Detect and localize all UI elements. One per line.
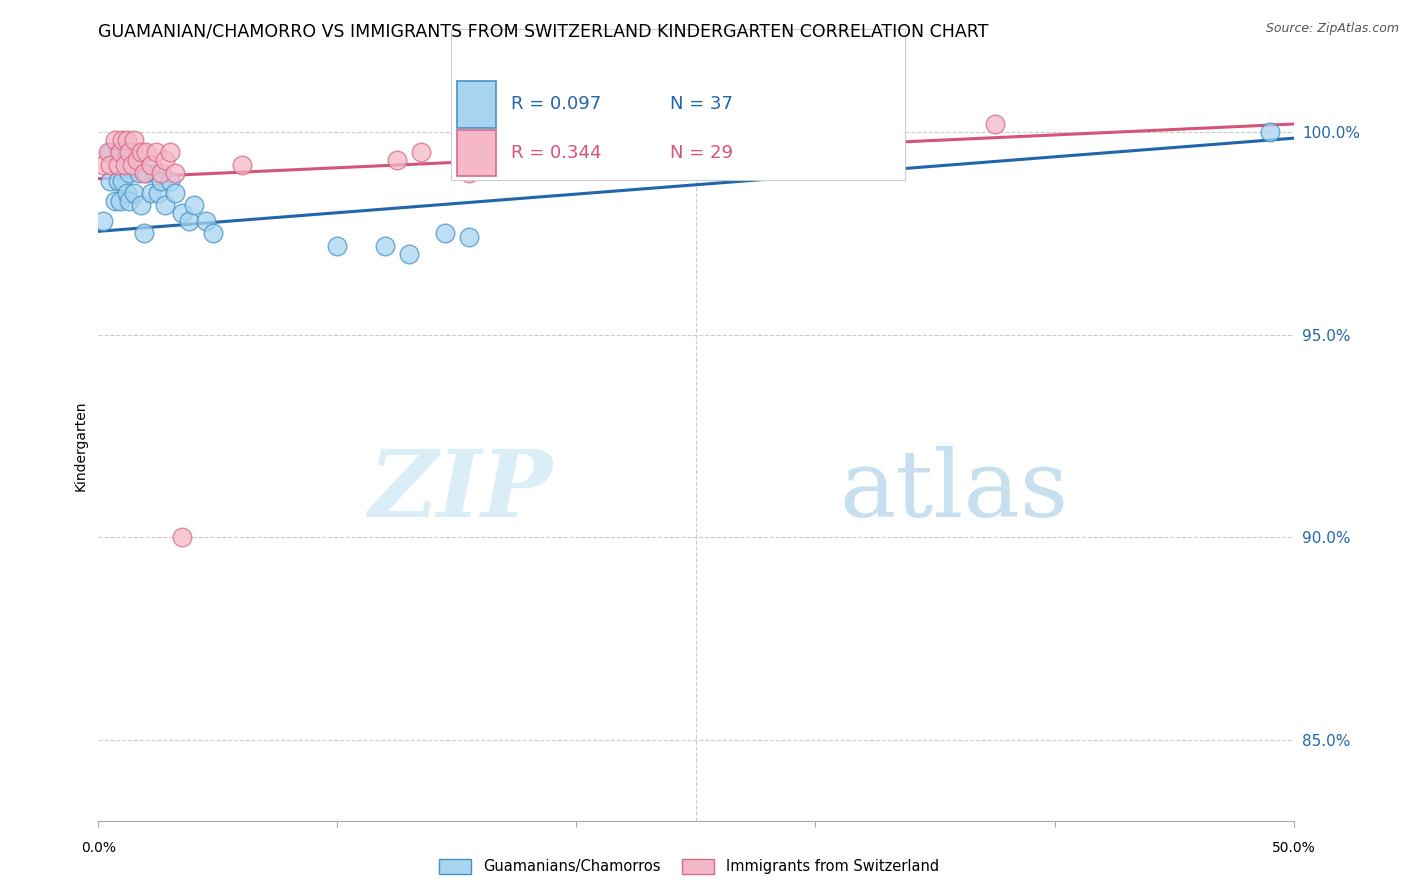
Point: [132, 227, 155, 241]
Point: [163, 166, 186, 180]
Point: [411, 145, 433, 160]
Point: [1258, 125, 1281, 139]
Bar: [457, 130, 496, 177]
Point: [91, 157, 114, 171]
Point: [433, 227, 456, 241]
Point: [107, 145, 129, 160]
Point: [159, 145, 181, 160]
Point: [107, 157, 129, 171]
Text: ZIP: ZIP: [368, 446, 553, 536]
Bar: [457, 81, 496, 128]
Point: [145, 145, 167, 160]
Point: [149, 166, 172, 180]
Point: [107, 174, 129, 188]
Point: [108, 194, 131, 208]
Point: [115, 133, 138, 147]
Point: [145, 166, 167, 180]
Text: R = 0.344: R = 0.344: [510, 144, 602, 162]
Point: [111, 174, 134, 188]
Point: [131, 198, 153, 212]
Point: [131, 145, 153, 160]
Point: [172, 206, 194, 220]
Point: [124, 133, 146, 147]
Point: [231, 157, 253, 171]
Point: [159, 174, 181, 188]
Point: [163, 186, 186, 200]
Point: [98, 145, 122, 160]
Text: GUAMANIAN/CHAMORRO VS IMMIGRANTS FROM SWITZERLAND KINDERGARTEN CORRELATION CHART: GUAMANIAN/CHAMORRO VS IMMIGRANTS FROM SW…: [98, 22, 988, 40]
Text: 0.0%: 0.0%: [82, 841, 115, 855]
Text: N = 37: N = 37: [669, 95, 733, 113]
Point: [108, 145, 131, 160]
Point: [149, 174, 172, 188]
Point: [98, 174, 122, 188]
Point: [385, 153, 409, 168]
Point: [104, 133, 127, 147]
Point: [374, 238, 396, 252]
Text: N = 29: N = 29: [669, 144, 733, 162]
Point: [118, 145, 141, 160]
Point: [828, 153, 851, 168]
Text: 50.0%: 50.0%: [1271, 841, 1316, 855]
Point: [139, 157, 162, 171]
Point: [128, 166, 150, 180]
Point: [121, 157, 143, 171]
Point: [115, 186, 138, 200]
Point: [172, 530, 194, 544]
Point: [97, 145, 120, 160]
Point: [104, 194, 127, 208]
Point: [124, 145, 146, 160]
Point: [124, 186, 146, 200]
Text: atlas: atlas: [839, 446, 1069, 536]
Point: [135, 145, 157, 160]
Point: [114, 157, 136, 171]
Point: [118, 166, 141, 180]
Text: Source: ZipAtlas.com: Source: ZipAtlas.com: [1265, 22, 1399, 36]
Point: [155, 153, 177, 168]
Y-axis label: Kindergarten: Kindergarten: [73, 401, 87, 491]
Point: [458, 230, 481, 244]
Point: [98, 157, 122, 171]
Point: [115, 145, 138, 160]
Point: [155, 198, 177, 212]
Point: [125, 153, 148, 168]
Point: [183, 198, 205, 212]
Point: [179, 214, 201, 228]
Point: [135, 166, 157, 180]
Point: [326, 238, 349, 252]
Bar: [451, 29, 905, 180]
Point: [194, 214, 218, 228]
Point: [118, 194, 141, 208]
Point: [148, 186, 170, 200]
Point: [202, 227, 225, 241]
Point: [984, 117, 1007, 131]
Point: [111, 145, 134, 160]
Text: R = 0.097: R = 0.097: [510, 95, 600, 113]
Point: [139, 186, 162, 200]
Legend: Guamanians/Chamorros, Immigrants from Switzerland: Guamanians/Chamorros, Immigrants from Sw…: [433, 853, 945, 880]
Point: [458, 166, 481, 180]
Point: [91, 214, 114, 228]
Point: [111, 133, 134, 147]
Point: [398, 246, 420, 260]
Point: [132, 166, 155, 180]
